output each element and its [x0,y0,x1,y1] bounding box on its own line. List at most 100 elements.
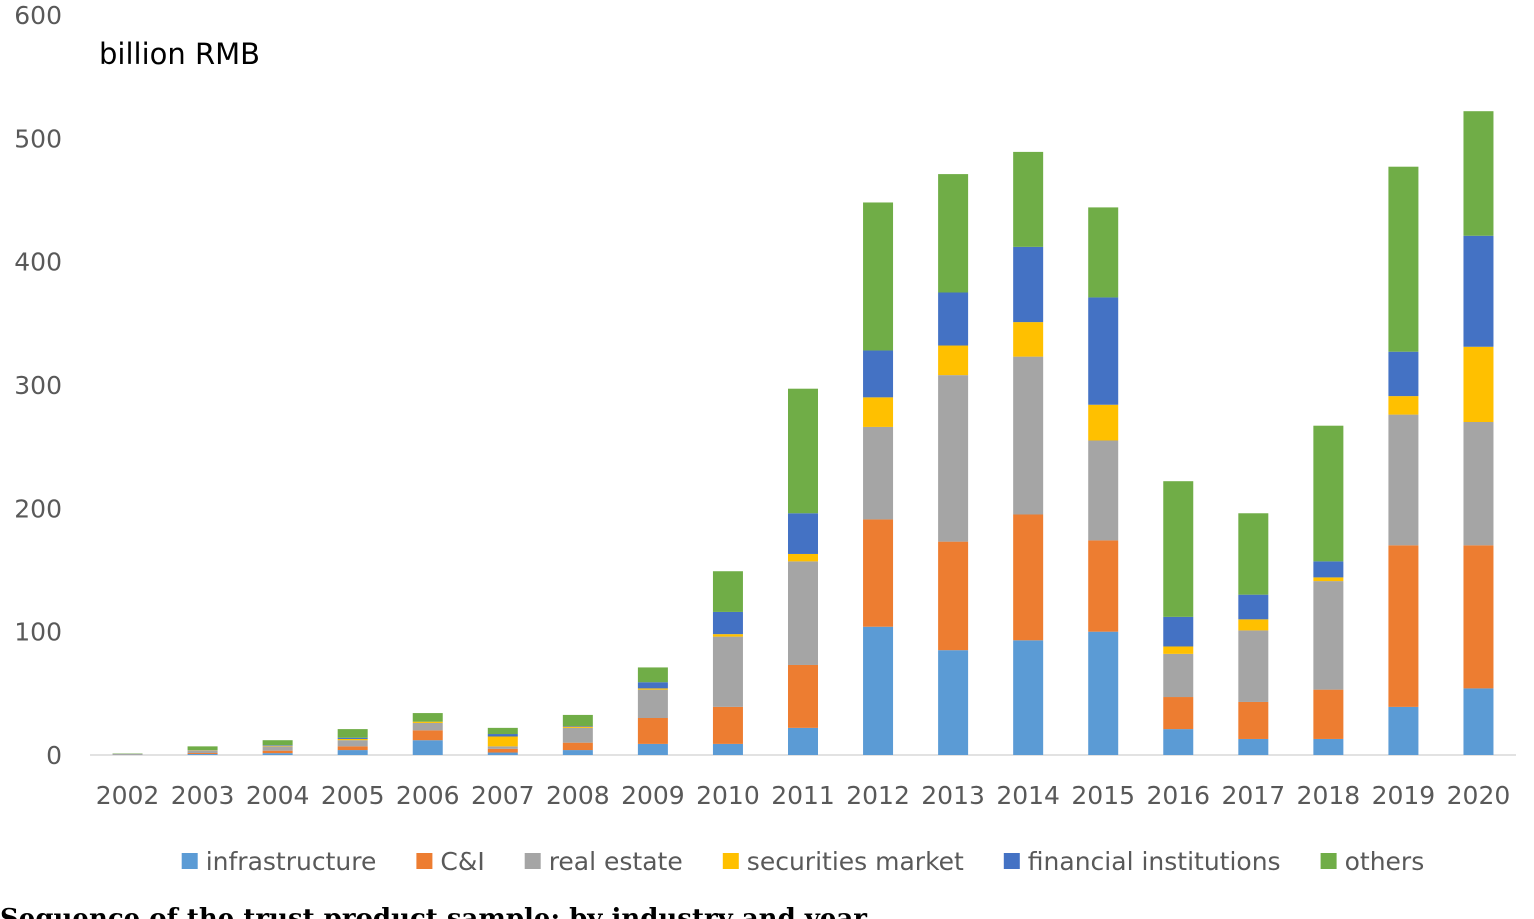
bar-segment-2017-c-i [1238,701,1269,739]
bar-segment-2010-financial-institutions [712,611,743,635]
bar-segment-2005-real-estate [337,740,368,747]
bar-stack-2008 [562,714,593,755]
bar-segment-2012-infrastructure [863,626,894,755]
bar-segment-2012-others [863,202,894,351]
bar-segment-2019-c-i [1388,545,1419,707]
bar-segment-2019-others [1388,166,1419,352]
bar-segment-2020-others [1463,111,1494,236]
bar-segment-2015-c-i [1088,540,1119,632]
x-tick-label: 2015 [1071,781,1135,810]
bar-segment-2015-infrastructure [1088,631,1119,755]
x-tick-label: 2004 [246,781,310,810]
bar-segment-2020-financial-institutions [1463,235,1494,347]
bar-segment-2005-financial-institutions [337,737,368,739]
bar-segment-2008-financial-institutions [562,726,593,727]
figure-caption: Sequence of the trust product sample: by… [0,904,867,919]
bar-segment-2008-infrastructure [562,750,593,755]
bar-stack-2011 [788,388,818,755]
bar-stack-2018 [1313,425,1344,755]
y-unit-label: billion RMB [99,37,260,71]
bar-segment-2010-others [712,571,743,612]
bar-segment-2019-real-estate [1388,414,1419,546]
bar-segment-2018-infrastructure [1313,738,1344,755]
legend: infrastructure C&I real estate securities m… [181,847,1424,876]
bar-stack-2007 [487,727,518,755]
bar-segment-2017-financial-institutions [1238,594,1269,620]
x-tick-label: 2005 [321,781,385,810]
bar-stack-2013 [938,174,969,755]
x-tick-label: 2008 [546,781,610,810]
bar-segment-2006-others [412,713,443,722]
bar-segment-2013-financial-institutions [938,292,969,346]
bar-stack-2003 [187,746,218,755]
bar-segment-2014-c-i [1013,514,1044,641]
bar-segment-2018-c-i [1313,689,1344,739]
bar-segment-2009-infrastructure [637,743,668,755]
bar-segment-2015-real-estate [1088,440,1119,541]
legend-label: C&I [440,847,484,876]
x-tick-label: 2020 [1447,781,1511,810]
x-tick-label: 2009 [621,781,685,810]
bar-segment-2002-real-estate [112,753,143,755]
bar-segment-2016-infrastructure [1163,729,1194,755]
legend-label: infrastructure [206,847,377,876]
x-tick-label: 2016 [1146,781,1210,810]
bar-stack-2020 [1463,111,1494,755]
bar-segment-2011-infrastructure [788,727,818,755]
legend-label: securities market [747,847,964,876]
x-tick-label: 2011 [771,781,835,810]
x-tick-label: 2018 [1297,781,1361,810]
bar-segment-2010-securities-market [712,634,743,637]
bar-segment-2014-securities-market [1013,322,1044,357]
bar-stack-2012 [863,202,894,755]
bar-segment-2020-real-estate [1463,422,1494,546]
bar-segment-2008-real-estate [562,727,593,743]
bar-segment-2019-infrastructure [1388,706,1419,755]
bar-segment-2019-securities-market [1388,396,1419,415]
bar-segment-2015-financial-institutions [1088,297,1119,405]
legend-item-others: others [1320,847,1424,876]
x-tick-label: 2006 [396,781,460,810]
bar-segment-2003-others [187,746,218,751]
y-tick-label: 300 [14,371,62,400]
bar-segment-2004-others [262,740,293,746]
bar-segment-2006-infrastructure [412,740,443,755]
x-axis-tick-labels: 2002 2003 2004 2005 2006 2007 2008 2009 2010 2011… [96,781,1511,810]
bar-segment-2006-securities-market [412,721,443,723]
bar-segment-2004-financial-institutions [262,745,293,746]
bar-segment-2003-infrastructure [187,754,218,755]
bar-stack-2016 [1163,481,1194,755]
legend-swatch [722,853,739,869]
legend-item-financial-institutions: financial institutions [1003,847,1281,876]
x-tick-label: 2003 [171,781,235,810]
bar-stack-2005 [337,729,368,755]
bar-segment-2009-securities-market [637,688,668,690]
bar-segment-2016-c-i [1163,697,1194,730]
bar-segment-2009-others [637,667,668,683]
bar-segment-2015-securities-market [1088,404,1119,441]
legend-item-c-i: C&I [416,847,485,876]
bar-stacks [112,111,1494,755]
x-tick-label: 2002 [96,781,160,810]
bar-segment-2008-c-i [562,742,593,751]
bar-segment-2020-securities-market [1463,346,1494,422]
bar-segment-2005-c-i [337,746,368,751]
bar-segment-2017-others [1238,513,1269,595]
bar-segment-2019-financial-institutions [1388,351,1419,397]
bar-stack-2002 [112,753,143,755]
legend-item-infrastructure: infrastructure [181,847,377,876]
bar-segment-2003-c-i [187,753,218,755]
bar-segment-2014-financial-institutions [1013,246,1044,323]
bar-segment-2009-c-i [637,718,668,744]
bar-stack-2014 [1013,151,1044,755]
bar-segment-2014-others [1013,151,1044,247]
y-tick-label: 600 [14,1,62,30]
legend-swatch [1320,853,1337,869]
bar-segment-2013-securities-market [938,345,969,376]
bar-segment-2004-securities-market [262,745,293,747]
bar-segment-2004-infrastructure [262,753,293,755]
bar-stack-2004 [262,740,293,755]
bar-segment-2012-real-estate [863,426,894,520]
bar-segment-2016-real-estate [1163,653,1194,698]
legend-item-real-estate: real estate [524,847,683,876]
